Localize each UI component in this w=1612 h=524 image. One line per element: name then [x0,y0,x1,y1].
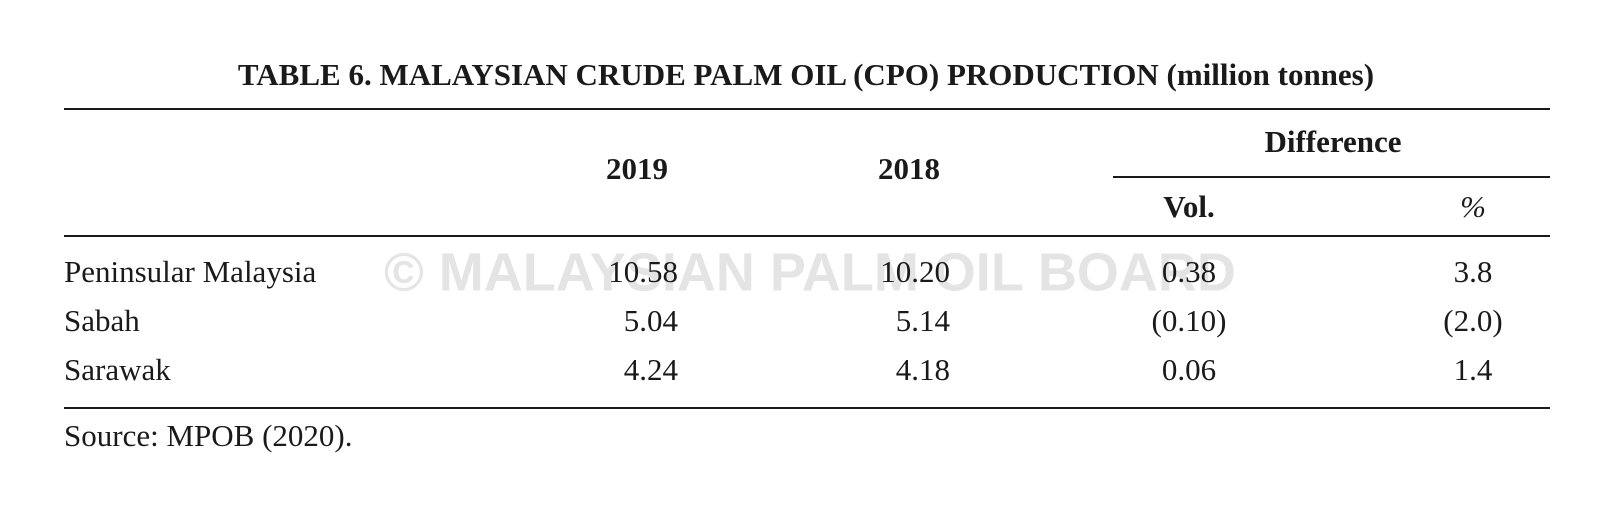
column-group-header: Difference [1264,124,1401,159]
cell: 5.14 [896,303,951,338]
table-body: Peninsular Malaysia 10.58 10.20 0.38 3.8 Saba… [64,254,1503,387]
column-header: % [1460,189,1486,224]
cell: 0.38 [1162,254,1216,289]
cell: 4.18 [896,352,950,387]
cell: 10.58 [608,254,678,289]
cell: 3.8 [1454,254,1493,289]
column-header: 2019 [606,151,668,186]
column-header: Vol. [1163,189,1214,224]
cell: 4.24 [624,352,679,387]
cell: (2.0) [1443,303,1502,338]
table-title: TABLE 6. MALAYSIAN CRUDE PALM OIL (CPO) … [238,57,1374,92]
cell: 1.4 [1454,352,1493,387]
source-note: Source: MPOB (2020). [64,418,352,453]
row-label: Sabah [64,303,140,338]
watermark: © MALAYSIAN PALM OIL BOARD [384,242,1236,302]
cell: (0.10) [1152,303,1227,338]
column-header: 2018 [878,151,940,186]
cell: 5.04 [624,303,679,338]
cell: 0.06 [1162,352,1216,387]
row-label: Peninsular Malaysia [64,254,316,289]
row-label: Sarawak [64,352,171,387]
cell: 10.20 [880,254,950,289]
